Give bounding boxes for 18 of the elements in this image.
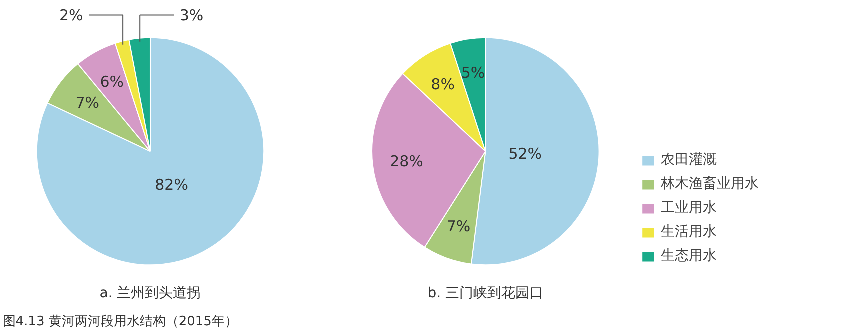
legend-label: 林木渔畜业用水 [661, 175, 759, 193]
text: b. 三门峡到花园口 [428, 285, 544, 302]
caption: 图4.13 黄河两河段用水结构（2015年） [2, 314, 238, 330]
data-label: 8% [431, 75, 455, 94]
legend-label: 农田灌溉 [661, 151, 717, 169]
data-label: 28% [390, 152, 424, 170]
text: a. 兰州到头道拐 [100, 285, 202, 302]
data-label: 52% [508, 145, 542, 164]
data-label: 3% [180, 6, 204, 24]
data-label: 82% [155, 176, 188, 194]
legend-label: 生活用水 [661, 223, 717, 241]
data-label: 5% [461, 64, 486, 82]
legend-label: 生态用水 [661, 247, 717, 265]
data-label: 7% [76, 94, 100, 112]
data-label: 7% [446, 217, 471, 236]
legend-label: 工业用水 [661, 199, 717, 217]
data-label: 6% [100, 72, 124, 91]
data-label: 2% [60, 6, 84, 24]
